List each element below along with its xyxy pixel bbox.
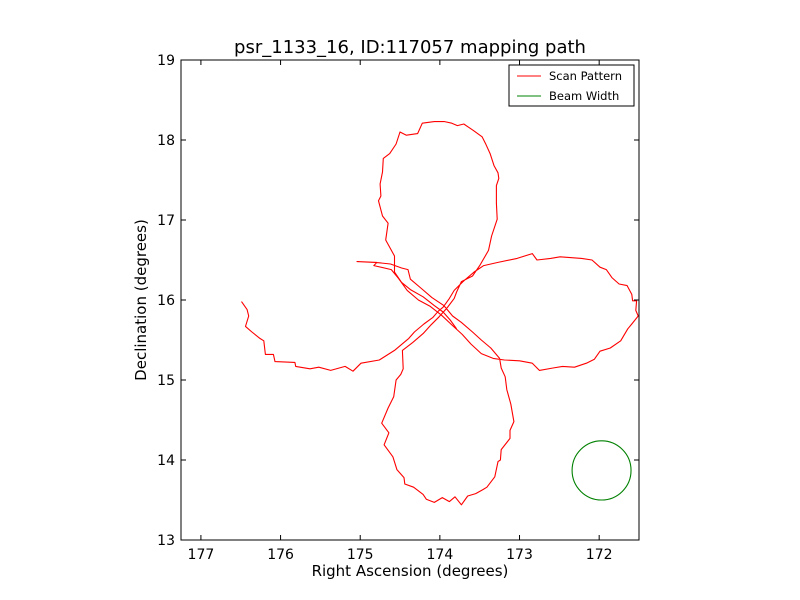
beam-width-circle bbox=[571, 440, 632, 501]
y-tick-label: 18 bbox=[157, 133, 175, 149]
y-tick-label: 15 bbox=[157, 373, 175, 389]
x-tick-label: 176 bbox=[267, 547, 294, 563]
x-tick-label: 175 bbox=[347, 547, 374, 563]
x-tick-label: 174 bbox=[427, 547, 454, 563]
y-tick-label: 16 bbox=[157, 293, 175, 309]
plot-area: 177 176 175 174 173 172 13 14 15 16 17 18 19 bbox=[157, 53, 640, 563]
legend-scan-pattern-label: Scan Pattern bbox=[549, 69, 622, 83]
chart-title: psr_1133_16, ID:117057 mapping path bbox=[234, 37, 586, 58]
plot-frame bbox=[180, 59, 640, 541]
x-tick-label: 172 bbox=[586, 547, 613, 563]
ticks-layer: 177 176 175 174 173 172 13 14 15 16 17 18 19 bbox=[157, 53, 639, 563]
legend-box bbox=[508, 64, 635, 107]
plot-background bbox=[181, 60, 639, 540]
y-tick-label: 17 bbox=[157, 213, 175, 229]
y-tick-label: 19 bbox=[157, 53, 175, 69]
x-tick-label: 173 bbox=[506, 547, 533, 563]
y-tick-label: 13 bbox=[157, 533, 175, 549]
x-tick-label: 177 bbox=[188, 547, 215, 563]
series-layer bbox=[241, 121, 639, 506]
x-axis-label: Right Ascension (degrees) bbox=[312, 562, 509, 580]
y-tick-label: 14 bbox=[157, 453, 175, 469]
y-axis-label: Declination (degrees) bbox=[132, 219, 150, 381]
scan-pattern-line bbox=[241, 121, 639, 506]
legend: Scan Pattern Beam Width bbox=[508, 64, 635, 107]
legend-beam-width-label: Beam Width bbox=[549, 89, 619, 103]
